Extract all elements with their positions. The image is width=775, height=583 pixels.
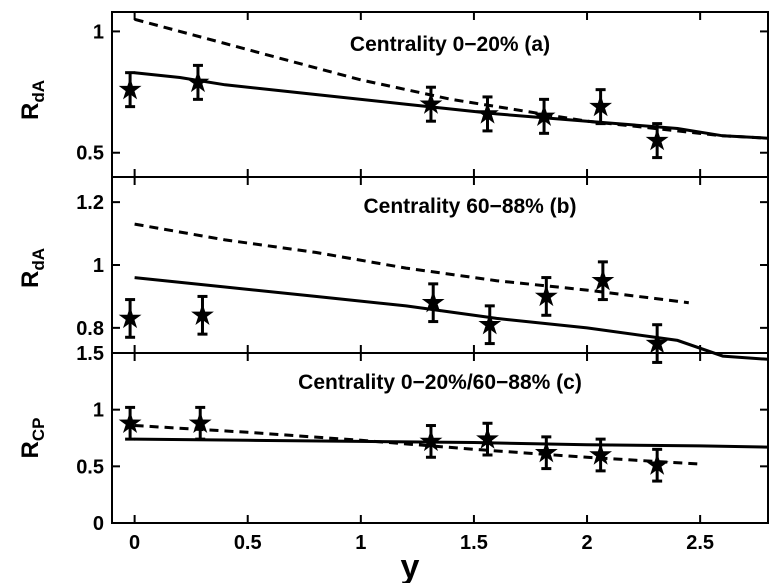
panel-c-x-axis: 0 0.5 1 1.5 2 2.5 (129, 532, 714, 554)
y-tick-label: 1 (93, 400, 104, 422)
panel-c-y-label: RCP (17, 418, 48, 459)
x-tick-label: 2.5 (686, 532, 714, 554)
data-point-star (534, 284, 558, 307)
panel-c: 0 0.5 1 1.5 0 0.5 1 1.5 2 2.5 Centrality 0−20%/6… (17, 343, 769, 583)
panel-c-data-points (118, 405, 669, 483)
data-point-star (532, 104, 556, 126)
solid-curve (134, 437, 769, 449)
dashed-curve (134, 424, 701, 466)
data-point-star (421, 290, 445, 313)
data-point-star (645, 331, 669, 354)
panel-a-data-points (118, 63, 669, 160)
panel-a-y-axis: 0.51 (76, 12, 768, 177)
panel-c-y-axis: 0 0.5 1 1.5 (76, 343, 768, 535)
y-tick-label: 1.2 (76, 192, 104, 214)
data-point-star (476, 101, 499, 124)
panel-a-title: Centrality 0−20% (a) (350, 33, 550, 56)
data-point-star (419, 429, 443, 452)
y-tick-label: 1 (93, 255, 104, 277)
data-point-star (118, 411, 142, 433)
panel-b-data-points (118, 260, 669, 364)
data-point-star (188, 411, 212, 433)
x-tick-label: 0 (129, 532, 140, 554)
data-point-star (645, 453, 669, 475)
data-point-star (476, 427, 499, 449)
solid-curve (134, 276, 769, 361)
data-point-star (478, 312, 502, 335)
y-tick-label: 0.5 (76, 456, 104, 478)
data-point-star (118, 306, 142, 329)
y-tick-label: 1 (93, 21, 104, 43)
data-point-star (534, 440, 558, 463)
panel-b-curves (134, 222, 769, 361)
dashed-curve (134, 17, 769, 140)
x-tick-label: 2 (581, 532, 592, 554)
data-point-star (419, 92, 443, 114)
y-tick-label: 1.5 (76, 343, 104, 365)
x-tick-label: 0.5 (234, 532, 262, 554)
panel-c-curves (134, 424, 769, 466)
panel-b-y-label: RdA (17, 248, 48, 288)
panel-b-title: Centrality 60−88% (b) (364, 195, 577, 218)
y-tick-label: 0.8 (76, 318, 104, 340)
data-point-star (591, 268, 615, 291)
x-tick-label: 1.5 (460, 532, 488, 554)
data-point-star (118, 77, 142, 100)
x-axis-label: y (401, 548, 420, 583)
data-point-star (645, 128, 669, 151)
x-tick-label: 1 (355, 532, 366, 554)
data-point-star (589, 443, 612, 465)
data-point-star (186, 70, 210, 93)
dashed-curve (134, 222, 689, 305)
panel-a-y-label: RdA (17, 80, 48, 120)
data-point-star (191, 303, 214, 325)
data-point-star (589, 94, 612, 117)
y-tick-label: 0 (93, 513, 104, 535)
panel-c-frame (111, 352, 769, 524)
panel-b-y-axis: 0.8 1 1.2 (76, 177, 768, 353)
y-tick-label: 0.5 (76, 143, 104, 165)
panel-c-title: Centrality 0−20%/60−88% (c) (298, 371, 582, 394)
panel-a: 0.51 Centrality 0−20% (a) RdA (17, 11, 769, 178)
